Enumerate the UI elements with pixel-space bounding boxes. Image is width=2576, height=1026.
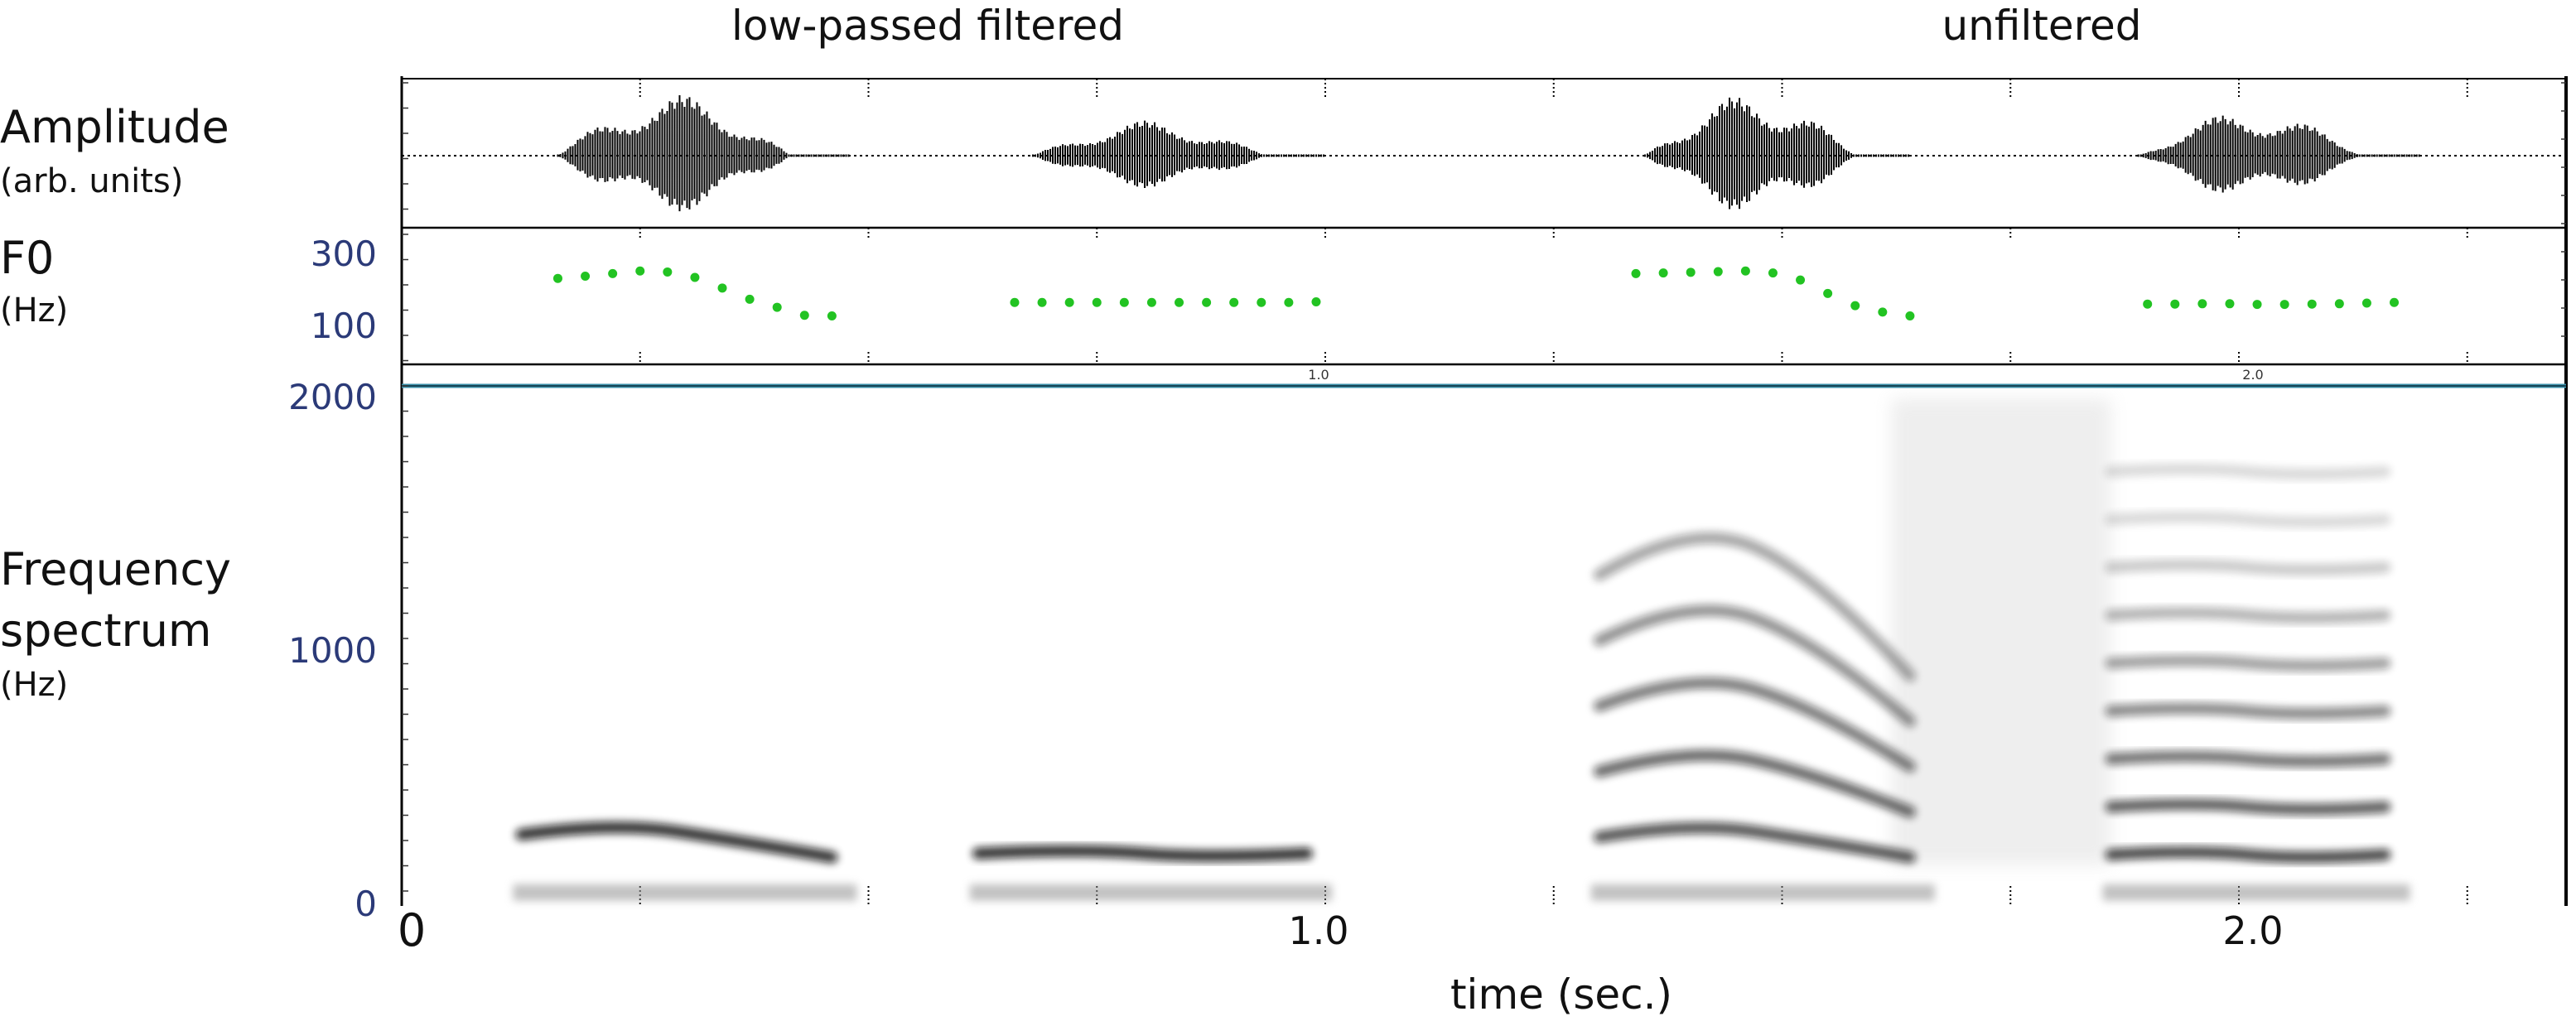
spectrum-sublabel: (Hz) (0, 666, 68, 704)
f0-label: F0 (0, 232, 54, 284)
f0-point (552, 273, 562, 283)
f0-tick-300: 300 (311, 234, 377, 274)
f0-point (1878, 307, 1888, 317)
harmonic-band (2105, 750, 2391, 768)
f0-point (1740, 266, 1750, 276)
f0-point (1658, 268, 1668, 278)
harmonic-band (2105, 846, 2391, 864)
harmonic-band (1593, 749, 1916, 818)
f0-point (1768, 268, 1778, 278)
f0-point (1092, 297, 1102, 307)
f0-point (2390, 297, 2400, 307)
f0-point (1823, 288, 1833, 298)
f0-contour (552, 266, 2400, 321)
amplitude-label: Amplitude (0, 101, 229, 153)
waveform-segment (1032, 120, 1325, 188)
f0-point (663, 267, 673, 277)
f0-point (1686, 267, 1696, 277)
f0-point (2307, 299, 2317, 309)
f0-point (827, 311, 837, 321)
f0-point (799, 311, 809, 320)
noise-floor (2102, 884, 2410, 901)
waveform-segment (1644, 97, 1910, 210)
f0-point (1284, 297, 1294, 307)
amplitude-sublabel: (arb. units) (0, 162, 183, 200)
f0-point (2334, 299, 2344, 309)
f0-point (2170, 299, 2180, 309)
f0-point (717, 283, 727, 293)
harmonic-band (515, 821, 838, 864)
f0-point (1175, 297, 1184, 307)
harmonic-band (1593, 677, 1916, 773)
f0-point (2279, 300, 2289, 310)
harmonic-band (1593, 532, 1916, 682)
harmonic-band (2105, 702, 2391, 720)
noise-floor (513, 884, 857, 901)
f0-point (2143, 299, 2153, 309)
spectrum-label-line1: Frequency (0, 543, 231, 595)
harmonic-band (2105, 607, 2391, 624)
noise-floor (969, 884, 1332, 901)
harmonic-band (2105, 511, 2391, 528)
harmonic-band (2105, 559, 2391, 576)
f0-point (2252, 300, 2262, 310)
f0-point (2225, 299, 2235, 309)
harmonic-band (2105, 798, 2391, 816)
f0-point (1202, 297, 1212, 307)
plot-frame (400, 76, 2568, 906)
harmonic-band (2105, 654, 2391, 672)
f0-point (1796, 275, 1806, 285)
small-tick-one: 1.0 (1308, 367, 1329, 383)
f0-point (1119, 297, 1129, 307)
f0-point (1229, 297, 1239, 307)
spectrum-tick-2000: 2000 (288, 377, 377, 417)
f0-point (1146, 297, 1156, 307)
harmonic-band (972, 845, 1313, 862)
f0-point (2197, 299, 2207, 309)
spectrum-tick-1000: 1000 (288, 630, 377, 671)
waveform (557, 95, 2420, 212)
harmonic-band (2105, 463, 2391, 480)
x-axis-label: time (sec.) (1450, 971, 1672, 1019)
f0-point (772, 302, 782, 312)
waveform-segment (557, 95, 850, 212)
fricative-noise (1891, 398, 2111, 865)
f0-point (1064, 297, 1074, 307)
f0-tick-100: 100 (311, 306, 377, 346)
f0-point (1713, 267, 1723, 277)
x-tick-1: 1.0 (1288, 908, 1348, 953)
f0-point (581, 271, 591, 281)
spectrogram (513, 398, 2410, 901)
left-tick-marks (402, 82, 2566, 892)
x-tick-2: 2.0 (2222, 908, 2283, 953)
f0-point (745, 294, 755, 304)
f0-point (1257, 297, 1266, 307)
f0-point (1850, 301, 1860, 311)
f0-sublabel: (Hz) (0, 291, 68, 330)
section-title-left: low-passed filtered (731, 2, 1124, 50)
f0-point (1311, 296, 1321, 306)
f0-point (1905, 311, 1915, 321)
f0-point (1010, 297, 1020, 307)
f0-point (1037, 297, 1047, 307)
harmonic-band (1593, 821, 1916, 864)
small-tick-two: 2.0 (2242, 367, 2263, 383)
spectrum-tick-0: 0 (355, 884, 377, 924)
waveform-segment (2137, 115, 2420, 193)
vertical-tick-marks (639, 79, 2468, 906)
f0-point (690, 272, 700, 282)
noise-floor (1590, 884, 1935, 901)
f0-point (635, 266, 645, 276)
section-title-right: unfiltered (1942, 2, 2141, 50)
spectrum-label-line2: spectrum (0, 605, 212, 657)
f0-point (1631, 268, 1641, 278)
f0-point (608, 268, 618, 278)
harmonic-band (1593, 605, 1916, 727)
x-tick-0: 0 (398, 904, 426, 956)
f0-point (2361, 298, 2371, 308)
